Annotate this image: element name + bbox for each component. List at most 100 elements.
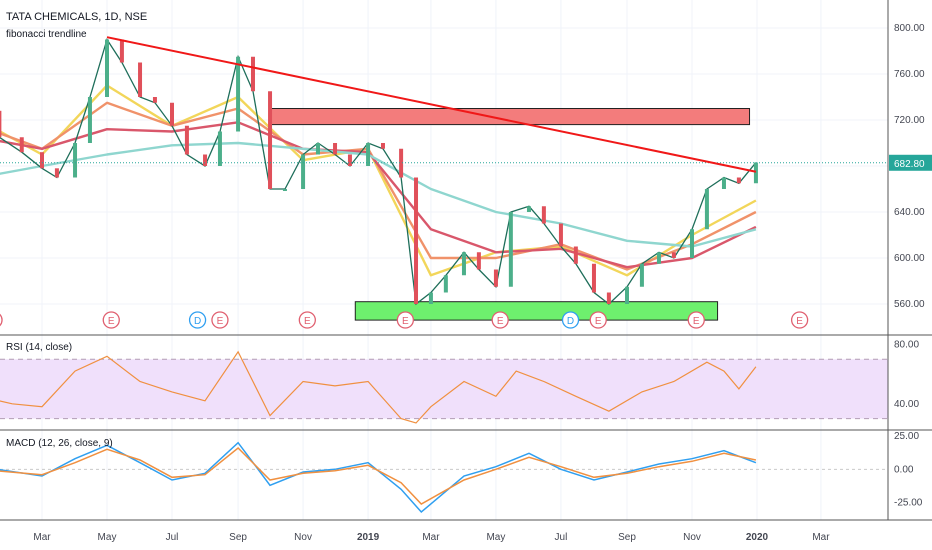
rsi-y-tick-label: 80.00 (894, 339, 919, 350)
grid-lines (0, 0, 888, 520)
x-tick-label: Mar (812, 532, 830, 543)
event-marker-label: E (595, 316, 602, 327)
macd-y-tick-label: 25.00 (894, 431, 919, 442)
candle (73, 143, 78, 178)
x-tick-label: Mar (33, 532, 51, 543)
candle (656, 252, 661, 264)
candle (282, 189, 287, 191)
moving-average-3 (0, 141, 757, 248)
rsi-pane[interactable] (0, 350, 888, 424)
event-marker[interactable] (687, 311, 705, 329)
candle (250, 56, 255, 92)
rsi-line (0, 350, 757, 424)
moving-average-2 (0, 121, 757, 269)
event-marker[interactable] (102, 311, 120, 329)
candle (0, 110, 2, 138)
candle (558, 223, 563, 247)
x-tick-label: Nov (683, 532, 701, 543)
event-marker[interactable] (298, 311, 316, 329)
event-marker-label: E (796, 316, 803, 327)
candle (443, 275, 448, 293)
resistance-trendline[interactable] (106, 36, 757, 173)
event-markers[interactable]: EEDEEEEDEEE (0, 311, 809, 329)
candle (493, 269, 498, 287)
candle (721, 177, 726, 189)
chart-subtitle: fibonacci trendline (6, 29, 87, 40)
y-axis[interactable]: 800.00760.00720.00680.00640.00600.00560.… (889, 23, 932, 509)
candle (19, 137, 24, 153)
event-marker[interactable] (790, 311, 809, 329)
candle (105, 39, 109, 97)
candle (606, 292, 611, 304)
candle (347, 154, 352, 166)
candle (753, 162, 758, 184)
candle (333, 143, 338, 155)
y-tick-label: 800.00 (894, 23, 925, 34)
x-tick-label: May (486, 532, 505, 543)
macd-y-tick-label: -25.00 (894, 498, 923, 509)
candle (380, 143, 385, 149)
last-price-label: 682.80 (894, 159, 925, 170)
event-marker-label: E (217, 316, 224, 327)
candle (87, 97, 92, 143)
x-tick-label: Nov (294, 532, 312, 543)
candle (461, 252, 466, 276)
candle (40, 152, 44, 169)
candle (671, 252, 676, 258)
zone-1[interactable] (354, 301, 719, 321)
event-marker[interactable] (0, 312, 3, 328)
candle (526, 206, 531, 212)
rsi-y-tick-label: 40.00 (894, 399, 919, 410)
y-tick-label: 760.00 (894, 69, 925, 80)
y-tick-label: 640.00 (894, 207, 925, 218)
event-marker[interactable] (589, 311, 607, 329)
x-tick-label: Jul (555, 532, 568, 543)
event-marker-label: D (194, 316, 201, 327)
candle (476, 252, 481, 270)
event-marker-label: D (567, 316, 574, 327)
candle (625, 286, 629, 304)
candle (573, 246, 578, 264)
event-marker[interactable] (211, 311, 229, 329)
event-marker-label: E (402, 316, 409, 327)
candle (639, 263, 644, 287)
macd-line (0, 441, 757, 514)
candle (236, 56, 241, 132)
x-tick-label: 2020 (746, 532, 769, 543)
candle (54, 168, 59, 178)
candle (301, 154, 306, 189)
x-tick-label: Jul (166, 532, 179, 543)
zone-0[interactable] (269, 108, 751, 126)
candle (508, 212, 513, 287)
last-price-tag (889, 154, 932, 171)
candle (736, 177, 741, 184)
candle (428, 292, 433, 304)
candle (119, 39, 124, 63)
x-axis[interactable]: Mar May Jul Sep Nov 2019 Mar May Jul Sep Nov 2020 Ma… (33, 532, 830, 543)
y-tick-label: 600.00 (894, 253, 925, 264)
moving-average-1 (0, 101, 757, 271)
macd-pane[interactable] (0, 441, 888, 514)
candle (591, 263, 596, 293)
x-tick-label: May (98, 532, 117, 543)
candle (268, 91, 273, 189)
event-marker[interactable] (491, 311, 509, 329)
candle (170, 102, 174, 126)
trendline[interactable] (106, 36, 757, 173)
event-marker[interactable] (561, 311, 580, 329)
event-marker-label: E (108, 316, 115, 327)
y-tick-label: 560.00 (894, 299, 925, 310)
candle (541, 206, 546, 224)
x-tick-label: Mar (422, 532, 440, 543)
chart-title: TATA CHEMICALS, 1D, NSE (6, 11, 147, 23)
candle (217, 131, 222, 166)
x-tick-label: Sep (618, 532, 636, 543)
event-marker[interactable] (188, 311, 207, 329)
event-marker[interactable] (396, 311, 415, 329)
candle (366, 143, 371, 166)
rsi-title: RSI (14, close) (6, 342, 72, 353)
candle (152, 97, 157, 103)
x-tick-label: Sep (229, 532, 247, 543)
candle (414, 177, 419, 304)
